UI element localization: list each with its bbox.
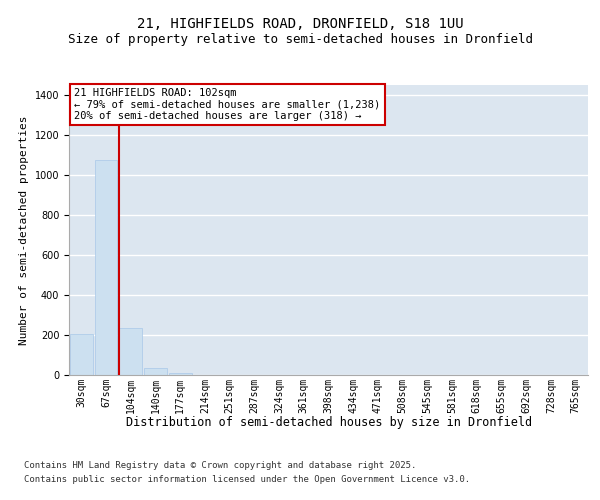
- Bar: [169, 372, 191, 375]
- Text: 21, HIGHFIELDS ROAD, DRONFIELD, S18 1UU: 21, HIGHFIELDS ROAD, DRONFIELD, S18 1UU: [137, 18, 463, 32]
- Bar: [144, 368, 167, 375]
- Text: 21 HIGHFIELDS ROAD: 102sqm
← 79% of semi-detached houses are smaller (1,238)
20%: 21 HIGHFIELDS ROAD: 102sqm ← 79% of semi…: [74, 88, 380, 121]
- Y-axis label: Number of semi-detached properties: Number of semi-detached properties: [19, 116, 29, 345]
- Text: Contains public sector information licensed under the Open Government Licence v3: Contains public sector information licen…: [24, 476, 470, 484]
- Bar: [95, 160, 118, 375]
- Bar: [119, 328, 142, 375]
- Text: Size of property relative to semi-detached houses in Dronfield: Size of property relative to semi-detach…: [67, 32, 533, 46]
- Bar: [70, 334, 93, 375]
- Text: Contains HM Land Registry data © Crown copyright and database right 2025.: Contains HM Land Registry data © Crown c…: [24, 462, 416, 470]
- Text: Distribution of semi-detached houses by size in Dronfield: Distribution of semi-detached houses by …: [126, 416, 532, 429]
